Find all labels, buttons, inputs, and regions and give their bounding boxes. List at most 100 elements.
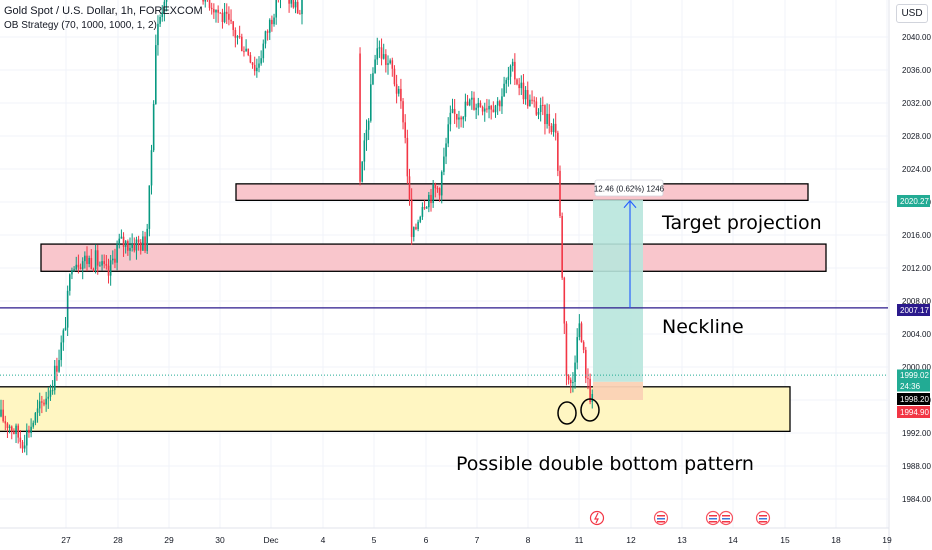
y-tick-label: 2000.00 [902,363,931,372]
price-tag-label: 1994.90 [900,408,929,417]
candle-body [114,258,116,263]
candle-body [264,31,267,44]
annotation-text: Possible double bottom pattern [456,453,754,475]
candle-body [569,379,572,384]
candle-body [505,79,508,84]
demand-zone [0,386,791,432]
lightning-event-icon[interactable] [589,510,605,526]
candle-body [395,84,398,94]
candle-body [548,113,551,126]
candle-body [105,263,108,266]
x-tick-label: 6 [424,535,429,545]
candle-body [36,408,39,413]
candle-body [578,323,581,338]
flag-stripe [722,521,730,523]
y-tick-label: 2028.00 [902,132,931,141]
candle-body [419,216,422,222]
candle-body [124,241,127,247]
indicator-legend[interactable]: OB Strategy (70, 1000, 1000, 1, 2) [4,20,157,31]
chart-overlays: 12.46 (0.62%) 1246 Target projection Neckl… [0,179,888,475]
flag-event-icon[interactable] [653,510,669,526]
candle-body [408,176,411,199]
candle-body [161,12,164,17]
candle-body [507,76,510,80]
candle-body [260,58,262,64]
candle-body [107,265,110,276]
candle-body [275,0,277,18]
candle-body [266,31,269,33]
candle-body [109,260,112,276]
flag-event-icon[interactable] [755,510,771,526]
candle-body [81,261,84,269]
candle-body [146,228,148,251]
candle-body [473,97,475,110]
y-tick-label: 1988.00 [902,462,931,471]
candle-body [88,257,90,264]
price-tag-label: 24:36 [900,382,921,391]
flag-event-icon[interactable] [718,510,734,526]
candle-body [2,409,4,422]
candle-body [417,221,419,230]
candle-body [434,183,437,189]
candle-body [397,88,400,94]
candle-body [499,101,501,107]
candle-body [271,19,273,25]
candle-body [488,105,490,110]
candle-body [258,63,260,68]
candle-body [501,96,503,107]
x-tick-label: Dec [263,535,279,545]
candle-body [531,99,533,101]
candle-body [363,140,366,162]
y-tick-label: 2024.00 [902,165,931,174]
x-tick-label: 15 [780,535,790,545]
candle-body [402,101,404,123]
candle-body [292,0,295,8]
candle-body [210,7,213,10]
candle-body [208,0,211,8]
candle-body [370,84,372,121]
candle-body [157,23,159,46]
candle-body [406,137,409,177]
candle-body [120,236,123,239]
candle-body [122,236,125,247]
candle-body [382,54,385,59]
flag-stripe [759,521,767,523]
candle-body [546,113,548,125]
candle-body [92,269,95,271]
candle-body [481,106,484,112]
candle-body [436,188,439,190]
x-tick-label: 11 [575,535,584,545]
candle-body [550,125,553,132]
chart-zones [0,183,827,432]
candle-body [17,425,19,438]
candle-body [137,239,140,243]
x-tick-label: 5 [372,535,377,545]
candle-body [165,0,168,2]
flag-stripe [759,515,767,517]
bottom-circle-left [557,401,577,425]
x-tick-label: 13 [677,535,687,545]
candlestick-series [0,0,594,456]
candle-body [228,13,230,20]
candle-body [423,207,426,209]
x-tick-label: 28 [113,535,123,545]
candle-body [49,390,52,397]
candle-body [361,161,363,182]
candle-body [447,124,449,144]
candle-body [529,99,531,107]
candle-body [66,290,69,328]
price-tag-1 [897,304,930,316]
candle-body [13,431,15,435]
x-tick-label: 12 [626,535,636,545]
candle-body [53,365,56,391]
candle-body [496,101,499,106]
candle-body [215,9,217,13]
flag-event-icon[interactable] [705,510,721,526]
candle-body [139,242,142,251]
event-icon-circle [589,510,605,526]
candle-body [230,19,232,22]
candle-body [129,247,131,251]
candle-body [522,82,525,100]
currency-button[interactable]: USD [896,4,928,23]
